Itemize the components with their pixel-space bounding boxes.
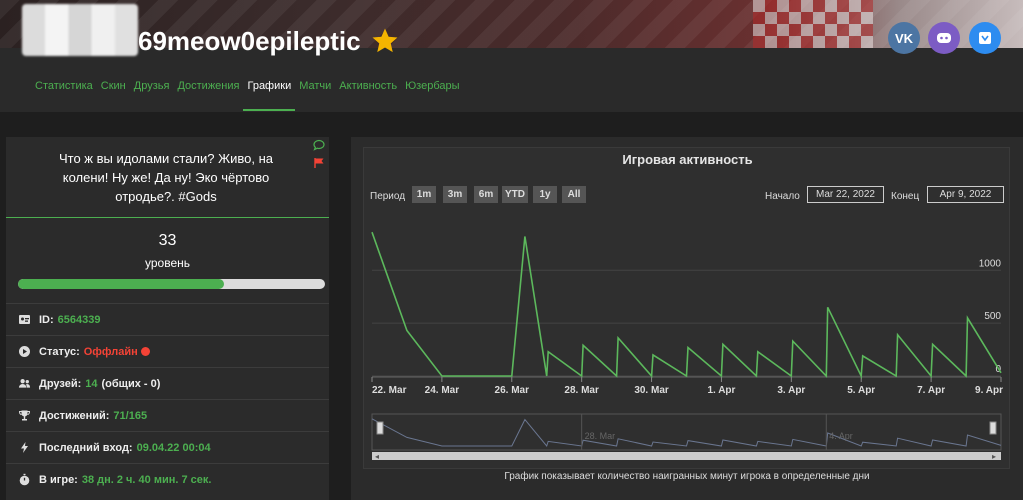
info-extra: (общих - 0): [101, 377, 161, 390]
info-value: 71/165: [113, 409, 148, 422]
activity-chart: 0 500 1000 22. Mar 24. Mar 26. Mar 28. Mar 30. …: [363, 147, 1010, 469]
status-message: Что ж вы идолами стали? Живо, на колени!…: [58, 151, 274, 204]
scroll-right-icon: ▸: [992, 452, 996, 461]
chart-caption: График показывает количество наигранных …: [504, 471, 870, 482]
divider: [6, 217, 329, 218]
profile-banner: [0, 0, 1023, 48]
nav-tab-7[interactable]: Юзербары: [405, 80, 460, 92]
nav-tab-6[interactable]: Активность: [339, 80, 398, 92]
profile-nav: Статистика Скин Друзья Достижения Графики Мат…: [35, 80, 468, 112]
comment-icon[interactable]: [313, 139, 325, 151]
navigator-handle[interactable]: [376, 421, 384, 435]
x-tick-label: 3. Apr: [777, 385, 805, 396]
x-tick-label: 9. Apr: [975, 385, 1003, 396]
nav-tab-5[interactable]: Матчи: [299, 80, 332, 92]
info-value: 6564339: [57, 313, 101, 326]
x-tick-label: 7. Apr: [917, 385, 945, 396]
period-label: Период: [370, 191, 406, 202]
friends-icon: [18, 377, 31, 390]
end-date-input[interactable]: Apr 9, 2022: [927, 186, 1004, 203]
x-tick-label: 26. Mar: [495, 385, 530, 396]
info-value: 09.04.22 00:04: [136, 441, 211, 454]
nav-tab-0[interactable]: Статистика: [35, 80, 93, 92]
range-button-ytd[interactable]: YTD: [502, 186, 528, 203]
info-value: 14: [85, 377, 98, 390]
profile-header: 69meow0epileptic VK Статистика Скин Друзья…: [0, 0, 1023, 112]
info-row-trophy: Достижений: 71/165: [6, 399, 329, 431]
info-label: Друзей:: [39, 377, 82, 390]
discord-icon[interactable]: [928, 22, 960, 54]
range-button-3m[interactable]: 3m: [443, 186, 467, 203]
navigator-line: [371, 418, 1002, 448]
offline-dot-icon: [140, 347, 150, 356]
level-progress-fill: [18, 279, 224, 289]
level-progress-bar: [18, 279, 325, 289]
info-row-play-circle: Статус: Оффлайн: [6, 335, 329, 367]
end-label: Конец: [891, 191, 920, 202]
profile-sidebar: Что ж вы идолами стали? Живо, на колени!…: [6, 137, 329, 500]
info-label: Достижений:: [39, 409, 110, 422]
nav-tab-3[interactable]: Достижения: [177, 80, 240, 92]
info-label: В игре:: [39, 473, 78, 486]
play-circle-icon: [18, 345, 31, 358]
avatar[interactable]: [22, 4, 138, 56]
y-tick-label: 1000: [979, 258, 1002, 269]
nav-tab-2[interactable]: Друзья: [133, 80, 170, 92]
chart-title: Игровая активность: [622, 152, 753, 167]
x-tick-label: 30. Mar: [634, 385, 669, 396]
nav-tab-1[interactable]: Скин: [100, 80, 126, 92]
lightning-icon: [18, 441, 31, 454]
x-tick-label: 5. Apr: [847, 385, 875, 396]
x-tick-label: 22. Mar: [372, 385, 407, 396]
start-label: Начало: [765, 191, 800, 202]
range-button-all[interactable]: All: [562, 186, 586, 203]
x-tick-label: 1. Apr: [707, 385, 735, 396]
y-tick-label: 500: [984, 311, 1001, 322]
scroll-left-icon: ◂: [375, 452, 379, 461]
level-number: 33: [158, 232, 177, 249]
range-button-1y[interactable]: 1y: [533, 186, 557, 203]
nav-tab-4[interactable]: Графики: [243, 80, 295, 112]
range-button-1m[interactable]: 1m: [412, 186, 436, 203]
star-icon: [372, 28, 398, 53]
navigator-label: 4. Apr: [829, 431, 853, 441]
info-row-lightning: Последний вход: 09.04.22 00:04: [6, 431, 329, 463]
stopwatch-icon: [18, 473, 31, 486]
scrollbar-track[interactable]: [372, 452, 1001, 460]
flag-icon[interactable]: [313, 157, 325, 169]
info-label: Последний вход:: [39, 441, 133, 454]
range-button-6m[interactable]: 6m: [474, 186, 498, 203]
username: 69meow0epileptic: [138, 26, 361, 56]
navigator-label: 28. Mar: [585, 431, 616, 441]
start-date-input[interactable]: Mar 22, 2022: [807, 186, 884, 203]
info-label: Статус:: [39, 345, 80, 358]
info-label: ID:: [39, 313, 54, 326]
x-tick-label: 28. Mar: [564, 385, 599, 396]
vkplay-icon[interactable]: [969, 22, 1001, 54]
x-tick-label: 24. Mar: [425, 385, 460, 396]
trophy-icon: [18, 409, 31, 422]
vk-icon[interactable]: VK: [888, 22, 920, 54]
navigator-handle[interactable]: [989, 421, 997, 435]
level-label: уровень: [144, 256, 190, 270]
info-row-stopwatch: В игре: 38 дн. 2 ч. 40 мин. 7 сек.: [6, 463, 329, 495]
id-card-icon: [18, 313, 31, 326]
graphs-panel: 0 500 1000 22. Mar 24. Mar 26. Mar 28. Mar 30. …: [351, 137, 1023, 500]
info-value: Оффлайн: [83, 345, 138, 358]
series-line: [371, 231, 1002, 380]
info-row-friends: Друзей: 14 (общих - 0): [6, 367, 329, 399]
info-row-id-card: ID: 6564339: [6, 303, 329, 335]
info-value: 38 дн. 2 ч. 40 мин. 7 сек.: [81, 473, 212, 486]
